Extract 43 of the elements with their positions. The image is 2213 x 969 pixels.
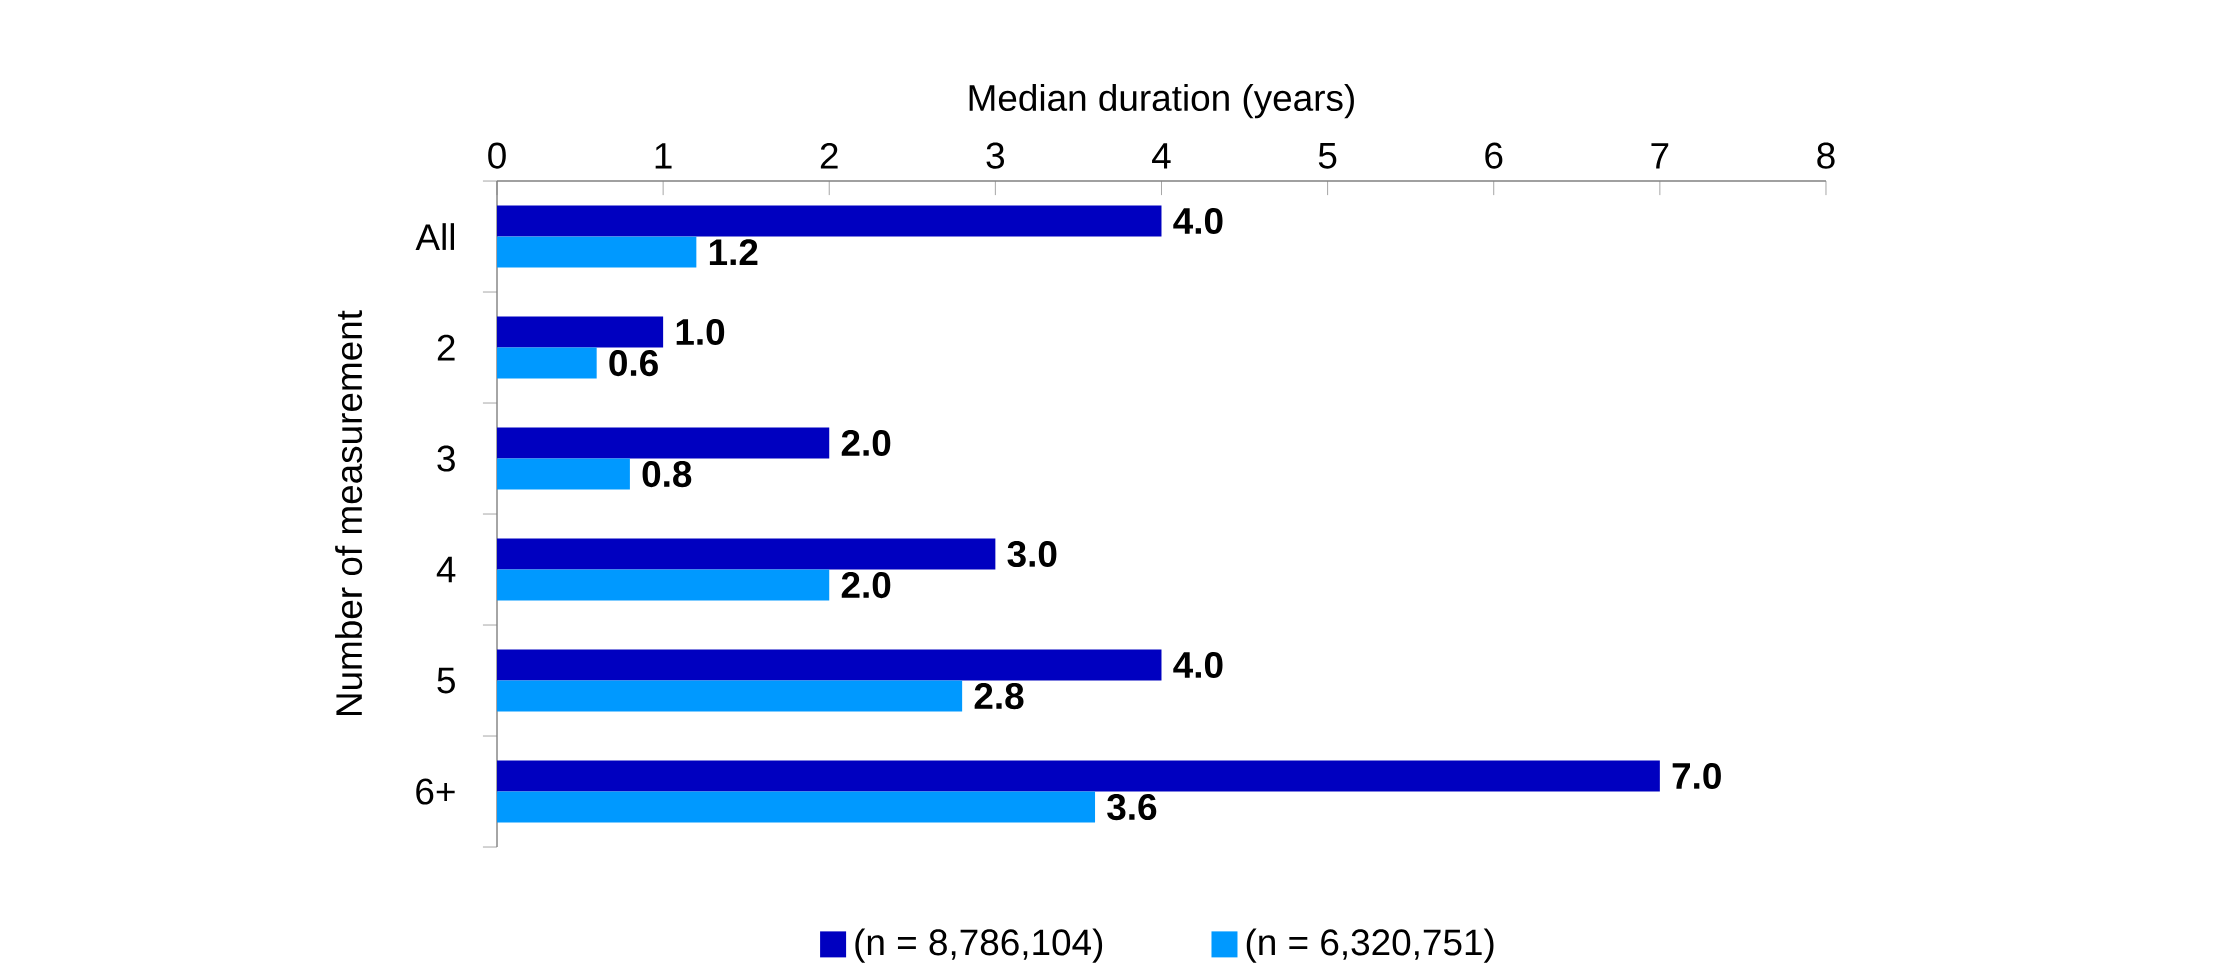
bar: [497, 347, 597, 379]
x-tick-label: 4: [1152, 143, 1171, 169]
bar: [497, 791, 1096, 823]
data-label: 0.8: [642, 461, 692, 488]
y-tick-label: All: [415, 223, 454, 250]
x-tick-label: 7: [1651, 143, 1669, 169]
bar: [497, 427, 830, 459]
data-label: 0.6: [609, 350, 658, 377]
data-label: 2.0: [841, 429, 891, 457]
bar: [497, 316, 664, 348]
bar: [497, 236, 697, 268]
y-tick-label: 4: [436, 556, 456, 583]
bar: [497, 760, 1660, 792]
x-tick-label: 2: [820, 142, 838, 169]
legend-label: (n = 6,320,751): [1246, 928, 1494, 963]
data-label: 2.8: [974, 683, 1024, 710]
data-label: 1.0: [676, 318, 725, 346]
bar: [497, 538, 996, 570]
y-tick-label: 6+: [416, 778, 455, 805]
data-label: 1.2: [709, 239, 758, 265]
data-label: 2.0: [841, 572, 891, 599]
x-tick-label: 3: [986, 142, 1005, 169]
data-label: 3.6: [1107, 793, 1157, 821]
data-label: 7.0: [1672, 762, 1721, 790]
bar: [497, 680, 963, 712]
x-axis-title: Median duration (years): [969, 83, 1354, 119]
data-label: 3.0: [1007, 540, 1057, 568]
bar: [497, 649, 1162, 681]
bar: [497, 569, 830, 601]
x-tick-label: 6: [1485, 142, 1503, 169]
bar: [497, 205, 1162, 237]
bar: [497, 458, 630, 490]
y-tick-label: 2: [437, 334, 455, 361]
y-tick-label: 5: [437, 667, 455, 694]
data-label: 4.0: [1173, 207, 1223, 235]
x-tick-label: 5: [1318, 142, 1337, 169]
x-tick-label: 1: [655, 143, 672, 169]
y-axis-title: Number of measurement: [335, 310, 363, 716]
x-tick-label: 0: [488, 142, 506, 169]
data-label: 4.0: [1173, 651, 1223, 679]
y-tick-label: 3: [437, 445, 455, 472]
legend-label: (n = 8,786,104): [855, 928, 1103, 963]
x-tick-label: 8: [1817, 142, 1835, 169]
